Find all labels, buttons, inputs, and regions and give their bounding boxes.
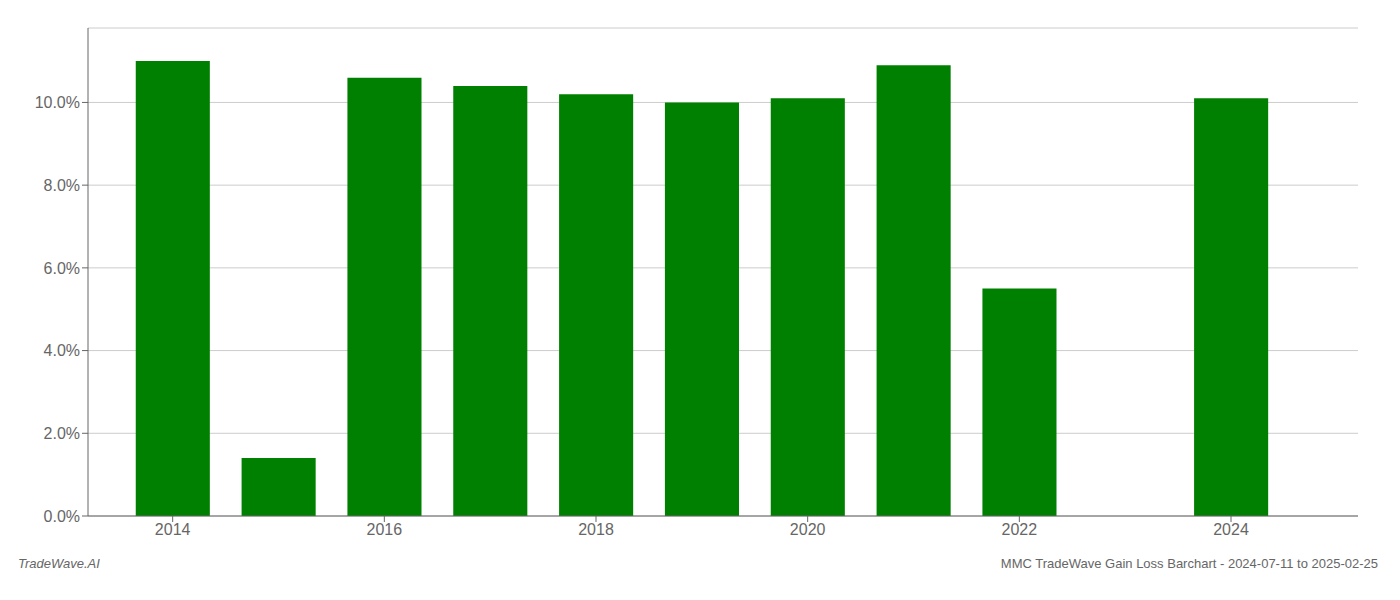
svg-text:2016: 2016 [367,521,403,538]
html-text:TradeWave.AI: TradeWave.AI [18,556,100,571]
svg-text:2022: 2022 [1002,521,1038,538]
svg-text:2018: 2018 [578,521,614,538]
svg-text:0.0%: 0.0% [44,508,80,525]
svg-text:2024: 2024 [1213,521,1249,538]
svg-text:10.0%: 10.0% [35,94,80,111]
html-text:MMC TradeWave Gain Loss Barcha: MMC TradeWave Gain Loss Barchart - 2024-… [1000,556,1378,571]
svg-text:2020: 2020 [790,521,826,538]
svg-text:8.0%: 8.0% [44,177,80,194]
svg-text:2014: 2014 [155,521,191,538]
svg-text:2.0%: 2.0% [44,425,80,442]
svg-text:6.0%: 6.0% [44,260,80,277]
svg-text:4.0%: 4.0% [44,342,80,359]
